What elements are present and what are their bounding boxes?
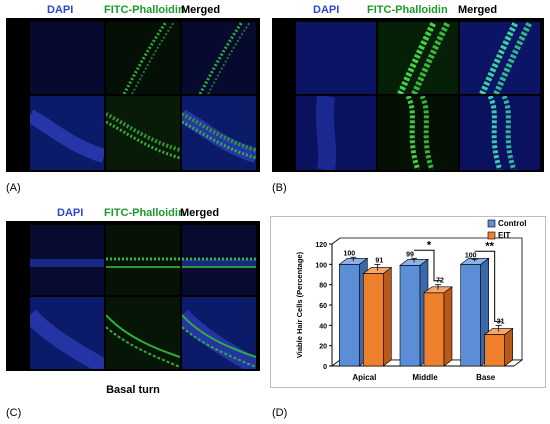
y-axis-label: Viable Hair Cells (Percentage) — [295, 251, 304, 358]
bar-side — [443, 286, 453, 367]
bar-front — [423, 292, 445, 367]
value-label-control-base: 100 — [465, 252, 477, 259]
significance-label: * — [427, 239, 432, 251]
bar-top — [483, 328, 514, 335]
significance-middle: * — [414, 239, 441, 282]
bar-front — [399, 265, 421, 367]
panel-b-image-control-merged — [460, 22, 540, 94]
bar-front — [484, 334, 505, 367]
panel-b-letter: (B) — [272, 182, 287, 194]
value-label-control-middle: 99 — [406, 251, 414, 258]
y-tick-label-5: 100 — [315, 262, 327, 269]
y-tick-label-0: 0 — [323, 364, 327, 371]
panel-a-image-control-fitc — [106, 22, 180, 94]
panel-c-header-fitc: FITC-Phalloidin — [104, 207, 185, 219]
panel-c-frame: Control EIT — [6, 221, 260, 371]
panel-a-image-eit-merged — [182, 96, 256, 170]
panel-c-image-control-merged — [182, 225, 256, 295]
panel-a-frame: Control EIT — [6, 18, 260, 172]
panel-a-image-eit-dapi — [30, 96, 104, 170]
panel-a-row-eit: EIT — [10, 124, 22, 142]
panel-a-header-dapi: DAPI — [47, 4, 74, 16]
y-tick-label-1: 20 — [319, 344, 327, 351]
panel-a-image-control-merged — [182, 22, 256, 94]
panel-c-header-merged: Merged — [180, 207, 220, 219]
category-label-middle: Middle — [412, 373, 438, 382]
panel-b-image-control-dapi — [296, 22, 376, 94]
panel-b-frame: Control EIT — [272, 18, 544, 172]
panel-b-header-merged: Merged — [458, 4, 498, 16]
significance-base: ** — [474, 240, 502, 322]
panel-c-image-eit-fitc — [106, 297, 180, 369]
y-tick-label-3: 60 — [319, 303, 327, 310]
bar-front — [460, 264, 481, 367]
legend-swatch-eit — [487, 231, 496, 240]
bar-top — [399, 259, 429, 266]
bar-front — [363, 273, 384, 367]
panel-c-letter: (C) — [6, 407, 22, 419]
significance-bracket — [474, 250, 502, 322]
panel-c-row-eit: EIT — [10, 324, 22, 342]
panel-b-header-dapi: DAPI — [313, 4, 340, 16]
legend-label-control: Control — [498, 219, 526, 228]
legend-swatch-control — [487, 219, 496, 228]
bar-top — [459, 258, 490, 265]
panel-b-image-eit-dapi — [296, 96, 376, 170]
significance-label: ** — [485, 240, 494, 252]
panel-c-header-dapi: DAPI — [57, 207, 84, 219]
bar-chart: 0 20 40 60 80 100 120 Viable Hair Cells (Percen… — [295, 219, 526, 382]
y-tick-label-4: 80 — [319, 283, 327, 290]
panel-b-image-eit-fitc — [378, 96, 458, 170]
bar-top — [362, 267, 393, 274]
panel-a-letter: (A) — [6, 182, 21, 194]
panel-d-letter: (D) — [272, 407, 288, 419]
value-label-eit-apical: 91 — [375, 257, 383, 264]
panel-b-row-eit: EIT — [276, 124, 288, 142]
panel-a-header-merged: Merged — [181, 4, 221, 16]
bar-side — [383, 266, 392, 367]
panel-b-header-fitc: FITC-Phalloidin — [367, 4, 448, 16]
significance-bracket — [414, 249, 441, 282]
panel-b-image-control-fitc — [378, 22, 458, 94]
chart-frame — [270, 216, 546, 388]
category-label-base: Base — [476, 373, 496, 382]
panel-b-row-control: Control — [276, 39, 288, 79]
bar-side — [504, 327, 513, 367]
panel-c-image-control-dapi — [30, 225, 104, 295]
panel-a-image-control-dapi — [30, 22, 104, 94]
y-tick-label-2: 40 — [319, 323, 327, 330]
panel-a-header-fitc: FITC-Phalloidin — [104, 4, 185, 16]
panel-c-image-eit-merged — [182, 297, 256, 369]
bar-eit-middle — [423, 284, 453, 367]
value-label-control-apical: 100 — [343, 250, 355, 257]
panel-c-image-control-fitc — [106, 225, 180, 295]
bar-eit-base — [483, 324, 514, 367]
panel-b-image-eit-merged — [460, 96, 540, 170]
legend-label-eit: EIT — [498, 231, 511, 240]
bar-front — [339, 264, 360, 367]
panel-a-image-eit-fitc — [106, 96, 180, 170]
value-label-eit-middle: 72 — [436, 278, 444, 285]
panel-c-image-eit-dapi — [30, 297, 104, 369]
panel-a-row-control: Control — [10, 39, 22, 79]
panel-c-row-control: Control — [10, 241, 22, 281]
panel-c-caption: Basal turn — [106, 384, 160, 396]
bar-top — [338, 258, 369, 265]
category-label-apical: Apical — [352, 373, 376, 382]
y-tick-label-6: 120 — [315, 242, 327, 249]
bar-eit-apical — [362, 263, 393, 367]
